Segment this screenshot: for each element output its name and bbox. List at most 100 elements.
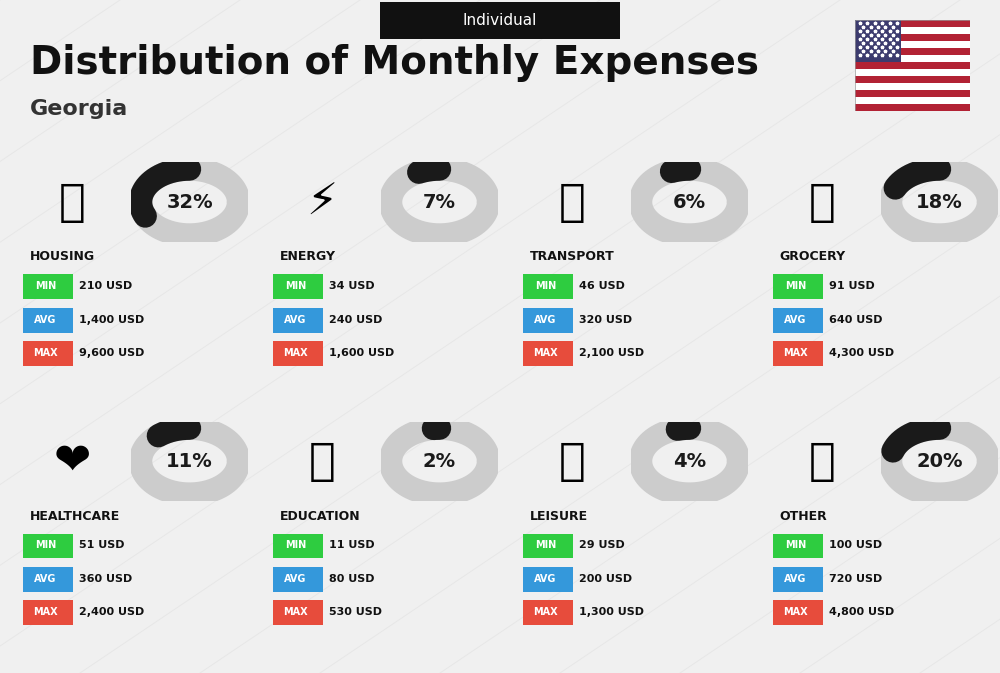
Text: MIN: MIN bbox=[285, 281, 306, 291]
Text: 🏢: 🏢 bbox=[59, 180, 86, 223]
Bar bbox=[855, 55, 970, 62]
FancyBboxPatch shape bbox=[518, 534, 572, 559]
Text: 240 USD: 240 USD bbox=[329, 315, 383, 325]
Text: 1,600 USD: 1,600 USD bbox=[329, 348, 394, 358]
Text: 2,100 USD: 2,100 USD bbox=[579, 348, 644, 358]
Text: AVG: AVG bbox=[284, 574, 307, 584]
FancyBboxPatch shape bbox=[18, 341, 72, 366]
Text: 51 USD: 51 USD bbox=[79, 540, 125, 551]
Text: MAX: MAX bbox=[283, 607, 308, 617]
Text: 200 USD: 200 USD bbox=[579, 574, 632, 584]
Text: 100 USD: 100 USD bbox=[829, 540, 882, 551]
Text: 29 USD: 29 USD bbox=[579, 540, 625, 551]
Text: 32%: 32% bbox=[166, 192, 213, 211]
FancyBboxPatch shape bbox=[768, 275, 822, 299]
Text: 11%: 11% bbox=[166, 452, 213, 470]
Bar bbox=[855, 69, 970, 76]
Text: 320 USD: 320 USD bbox=[579, 315, 632, 325]
Text: MIN: MIN bbox=[535, 281, 556, 291]
Text: 1,300 USD: 1,300 USD bbox=[579, 607, 644, 617]
FancyBboxPatch shape bbox=[18, 567, 72, 592]
Bar bbox=[855, 27, 970, 34]
Text: 2,400 USD: 2,400 USD bbox=[79, 607, 144, 617]
Text: 1,400 USD: 1,400 USD bbox=[79, 315, 144, 325]
FancyBboxPatch shape bbox=[768, 308, 822, 332]
Text: ⚡: ⚡ bbox=[307, 180, 338, 223]
FancyBboxPatch shape bbox=[268, 308, 322, 332]
Text: MIN: MIN bbox=[535, 540, 556, 551]
Text: 80 USD: 80 USD bbox=[329, 574, 375, 584]
FancyBboxPatch shape bbox=[268, 534, 322, 559]
Text: AVG: AVG bbox=[34, 315, 57, 325]
Text: ❤: ❤ bbox=[54, 439, 91, 483]
FancyBboxPatch shape bbox=[18, 600, 72, 625]
Text: 11 USD: 11 USD bbox=[329, 540, 375, 551]
Text: MAX: MAX bbox=[783, 607, 808, 617]
Bar bbox=[855, 48, 970, 55]
Text: 34 USD: 34 USD bbox=[329, 281, 375, 291]
Text: 🛍: 🛍 bbox=[809, 180, 836, 223]
Text: AVG: AVG bbox=[34, 574, 57, 584]
Text: 20%: 20% bbox=[916, 452, 963, 470]
FancyBboxPatch shape bbox=[380, 3, 620, 39]
Text: MIN: MIN bbox=[785, 281, 806, 291]
Text: AVG: AVG bbox=[784, 315, 807, 325]
FancyBboxPatch shape bbox=[268, 275, 322, 299]
FancyBboxPatch shape bbox=[18, 534, 72, 559]
FancyBboxPatch shape bbox=[518, 275, 572, 299]
Text: MIN: MIN bbox=[785, 540, 806, 551]
Text: HOUSING: HOUSING bbox=[30, 250, 95, 264]
Text: 91 USD: 91 USD bbox=[829, 281, 875, 291]
Text: MIN: MIN bbox=[285, 540, 306, 551]
Text: 6%: 6% bbox=[673, 192, 706, 211]
Text: 720 USD: 720 USD bbox=[829, 574, 883, 584]
FancyBboxPatch shape bbox=[518, 341, 572, 366]
Bar bbox=[855, 20, 970, 27]
FancyBboxPatch shape bbox=[268, 600, 322, 625]
Text: ENERGY: ENERGY bbox=[280, 250, 336, 264]
Text: GROCERY: GROCERY bbox=[780, 250, 846, 264]
Text: MAX: MAX bbox=[533, 607, 558, 617]
Text: AVG: AVG bbox=[284, 315, 307, 325]
Text: AVG: AVG bbox=[784, 574, 807, 584]
Text: 640 USD: 640 USD bbox=[829, 315, 883, 325]
FancyBboxPatch shape bbox=[518, 308, 572, 332]
Text: MAX: MAX bbox=[33, 348, 58, 358]
Text: 4%: 4% bbox=[673, 452, 706, 470]
Text: 9,600 USD: 9,600 USD bbox=[79, 348, 145, 358]
FancyBboxPatch shape bbox=[18, 275, 72, 299]
Text: 2%: 2% bbox=[423, 452, 456, 470]
Bar bbox=[855, 90, 970, 97]
Text: MIN: MIN bbox=[35, 281, 56, 291]
Text: HEALTHCARE: HEALTHCARE bbox=[30, 509, 120, 523]
Text: 4,800 USD: 4,800 USD bbox=[829, 607, 895, 617]
FancyBboxPatch shape bbox=[518, 567, 572, 592]
FancyBboxPatch shape bbox=[18, 308, 72, 332]
Text: AVG: AVG bbox=[534, 315, 557, 325]
Text: 530 USD: 530 USD bbox=[329, 607, 382, 617]
Bar bbox=[855, 62, 970, 69]
Text: Individual: Individual bbox=[463, 13, 537, 28]
Bar bbox=[855, 34, 970, 41]
Text: MAX: MAX bbox=[283, 348, 308, 358]
Text: AVG: AVG bbox=[534, 574, 557, 584]
Text: Georgia: Georgia bbox=[30, 99, 128, 119]
Text: 210 USD: 210 USD bbox=[79, 281, 132, 291]
FancyBboxPatch shape bbox=[268, 567, 322, 592]
Text: MAX: MAX bbox=[33, 607, 58, 617]
Bar bbox=[855, 97, 970, 104]
FancyBboxPatch shape bbox=[268, 341, 322, 366]
Text: TRANSPORT: TRANSPORT bbox=[530, 250, 614, 264]
FancyBboxPatch shape bbox=[518, 600, 572, 625]
Bar bbox=[855, 41, 970, 48]
Bar bbox=[855, 104, 970, 111]
Text: 4,300 USD: 4,300 USD bbox=[829, 348, 894, 358]
Text: MAX: MAX bbox=[783, 348, 808, 358]
Text: 🎓: 🎓 bbox=[309, 439, 336, 483]
Text: 18%: 18% bbox=[916, 192, 963, 211]
Bar bbox=[855, 83, 970, 90]
Text: 💰: 💰 bbox=[809, 439, 836, 483]
Text: Distribution of Monthly Expenses: Distribution of Monthly Expenses bbox=[30, 44, 759, 82]
FancyBboxPatch shape bbox=[768, 534, 822, 559]
Text: OTHER: OTHER bbox=[780, 509, 828, 523]
